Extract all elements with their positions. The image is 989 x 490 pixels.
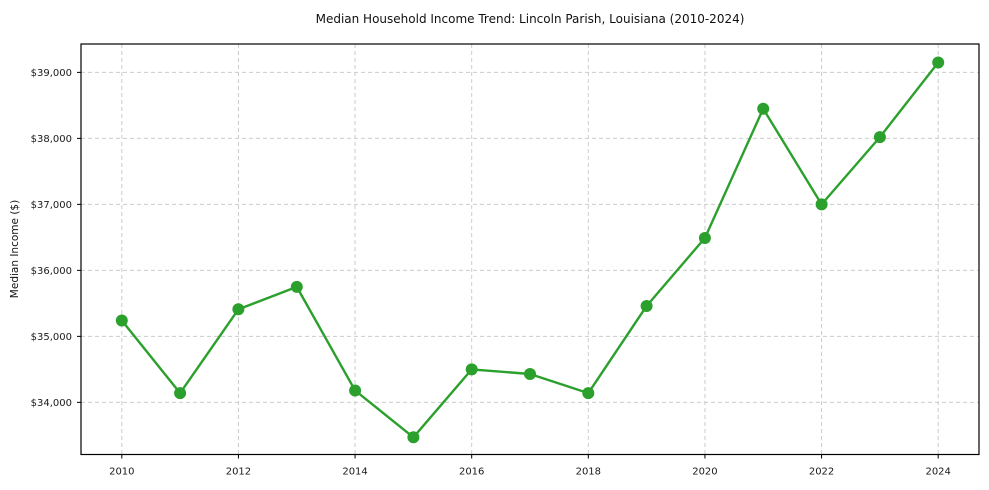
data-point-2019 — [640, 300, 653, 312]
gridlines — [81, 44, 979, 455]
x-tick-label: 2010 — [109, 467, 134, 478]
x-tick-label: 2012 — [226, 467, 251, 478]
y-axis-label: Median Income ($) — [9, 200, 21, 298]
data-point-2011 — [174, 387, 187, 400]
y-axis-tick-labels: $34,000 $35,000 $36,000 $37,000 $38,000 $39,0… — [31, 68, 72, 409]
chart-title: Median Household Income Trend: Lincoln P… — [316, 12, 745, 26]
data-point-2014 — [349, 384, 362, 397]
data-point-2015 — [407, 431, 420, 444]
data-point-2013 — [290, 280, 303, 293]
y-tick-label: $39,000 — [31, 68, 72, 79]
x-tick-label: 2018 — [576, 467, 601, 478]
y-tick-label: $34,000 — [31, 398, 72, 409]
plot-border — [80, 43, 980, 456]
x-tick-label: 2014 — [342, 467, 367, 478]
axis-tick-marks — [77, 71, 939, 459]
y-tick-label: $38,000 — [31, 134, 72, 145]
x-tick-label: 2020 — [692, 467, 717, 478]
x-axis-tick-labels: 2010 2012 2014 2016 2018 2020 2022 2024 — [109, 467, 951, 478]
data-point-2016 — [465, 363, 478, 376]
x-tick-label: 2016 — [459, 467, 484, 478]
data-point-2023 — [873, 131, 886, 144]
income-trend-series — [115, 56, 945, 444]
data-point-2012 — [232, 303, 245, 316]
data-point-2024 — [932, 56, 945, 69]
y-tick-label: $35,000 — [31, 332, 72, 343]
data-point-2017 — [524, 368, 536, 380]
y-tick-label: $36,000 — [31, 266, 72, 277]
data-point-2020 — [698, 232, 711, 244]
x-tick-label: 2022 — [809, 467, 834, 478]
data-point-2018 — [582, 387, 595, 400]
data-point-2022 — [815, 198, 828, 211]
y-tick-label: $37,000 — [31, 200, 72, 211]
data-point-2021 — [757, 102, 770, 115]
x-tick-label: 2024 — [925, 467, 950, 478]
data-point-2010 — [115, 314, 128, 327]
